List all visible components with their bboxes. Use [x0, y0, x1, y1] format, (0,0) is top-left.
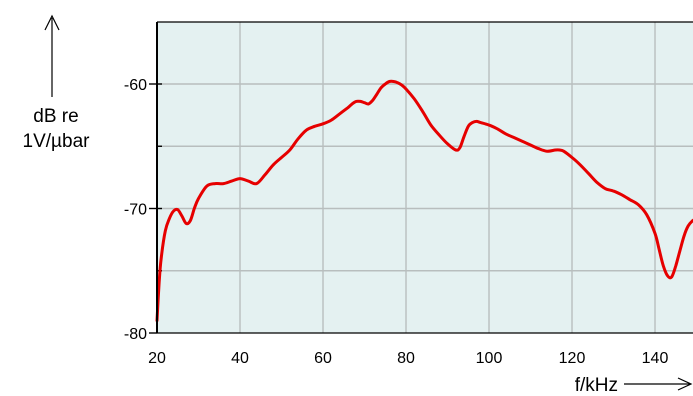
- tick-labels: 20 40 60 80 100 120 140 -60 -70 -80: [124, 77, 669, 367]
- x-tick-label: 40: [231, 350, 249, 367]
- y-axis-label-line2: 1V/µbar: [23, 131, 91, 152]
- gridlines: [157, 22, 693, 333]
- plot-area: [157, 22, 693, 333]
- y-axis-label-line1: dB re: [33, 106, 78, 127]
- x-tick-label: 20: [148, 350, 166, 367]
- x-tick-label: 60: [314, 350, 332, 367]
- y-tick-label: -60: [124, 77, 147, 94]
- y-tick-label: -70: [124, 202, 147, 219]
- y-axis-arrow: [44, 14, 60, 97]
- x-tick-label: 100: [476, 350, 503, 367]
- response-curve: [155, 79, 693, 323]
- x-tick-label: 80: [397, 350, 415, 367]
- x-tick-label: 120: [559, 350, 586, 367]
- y-tick-label: -80: [124, 326, 147, 343]
- x-tick-label: 140: [642, 350, 669, 367]
- x-axis-label: f/kHz: [575, 375, 618, 396]
- x-axis-arrow: [624, 377, 693, 391]
